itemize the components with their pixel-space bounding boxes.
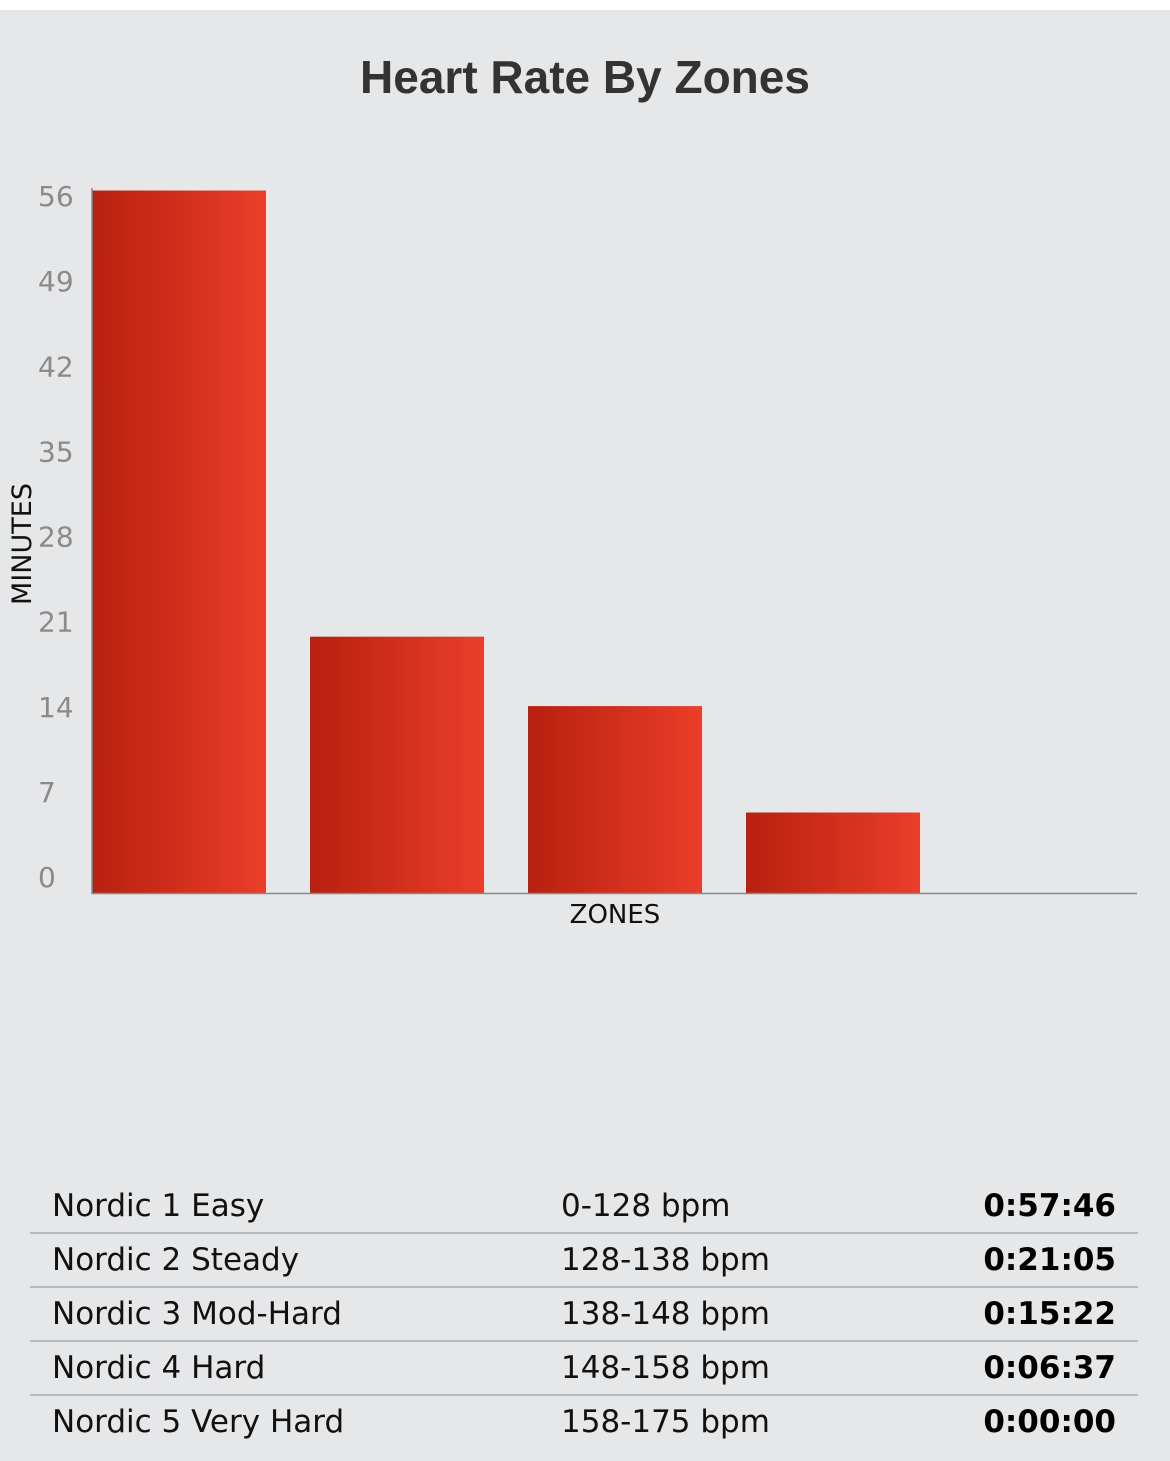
zone-row: Nordic 4 Hard 148-158 bpm 0:06:37 (30, 1342, 1138, 1396)
zone-name: Nordic 1 Easy (52, 1188, 265, 1224)
zone-time: 0:06:37 (983, 1350, 1116, 1386)
y-axis-ticks: 0 7 14 21 28 35 42 49 56 (38, 180, 74, 894)
zone-name: Nordic 2 Steady (52, 1242, 300, 1278)
zone-range: 148-158 bpm (561, 1350, 770, 1386)
zone-row: Nordic 3 Mod-Hard 138-148 bpm 0:15:22 (30, 1288, 1138, 1342)
zone-range: 128-138 bpm (561, 1242, 770, 1278)
y-tick-label: 49 (38, 265, 74, 298)
bar (528, 706, 702, 893)
y-tick-label: 21 (38, 606, 74, 639)
zone-name: Nordic 4 Hard (52, 1350, 266, 1386)
chart-title: Heart Rate By Zones (360, 51, 810, 103)
zone-range: 0-128 bpm (561, 1188, 731, 1224)
zone-time: 0:15:22 (983, 1296, 1116, 1332)
zone-row: Nordic 1 Easy 0-128 bpm 0:57:46 (30, 1180, 1138, 1234)
y-tick-label: 56 (38, 180, 74, 213)
y-axis-label: MINUTES (7, 483, 38, 605)
zone-time: 0:21:05 (983, 1242, 1116, 1278)
zone-name: Nordic 3 Mod-Hard (52, 1296, 342, 1332)
zone-row: Nordic 5 Very Hard 158-175 bpm 0:00:00 (30, 1396, 1138, 1448)
y-tick-label: 28 (38, 521, 74, 554)
zone-range: 138-148 bpm (561, 1296, 770, 1332)
y-tick-label: 42 (38, 350, 74, 383)
x-axis-label: ZONES (570, 900, 661, 930)
zone-name: Nordic 5 Very Hard (52, 1404, 345, 1440)
y-tick-label: 35 (38, 435, 74, 468)
zone-row: Nordic 2 Steady 128-138 bpm 0:21:05 (30, 1234, 1138, 1288)
zone-range: 158-175 bpm (561, 1404, 770, 1440)
y-tick-label: 14 (38, 691, 74, 724)
bar (310, 636, 484, 893)
bars (92, 190, 920, 894)
bar (92, 190, 266, 894)
zone-time: 0:57:46 (983, 1188, 1116, 1224)
y-tick-label: 7 (38, 776, 56, 809)
zone-time: 0:00:00 (983, 1404, 1116, 1440)
bar-chart: 0 7 14 21 28 35 42 49 56 MINUTES ZONES (7, 180, 1137, 930)
y-tick-label: 0 (38, 861, 56, 894)
zones-table: Nordic 1 Easy 0-128 bpm 0:57:46 Nordic 2 St… (30, 1180, 1138, 1448)
bar (746, 812, 920, 893)
